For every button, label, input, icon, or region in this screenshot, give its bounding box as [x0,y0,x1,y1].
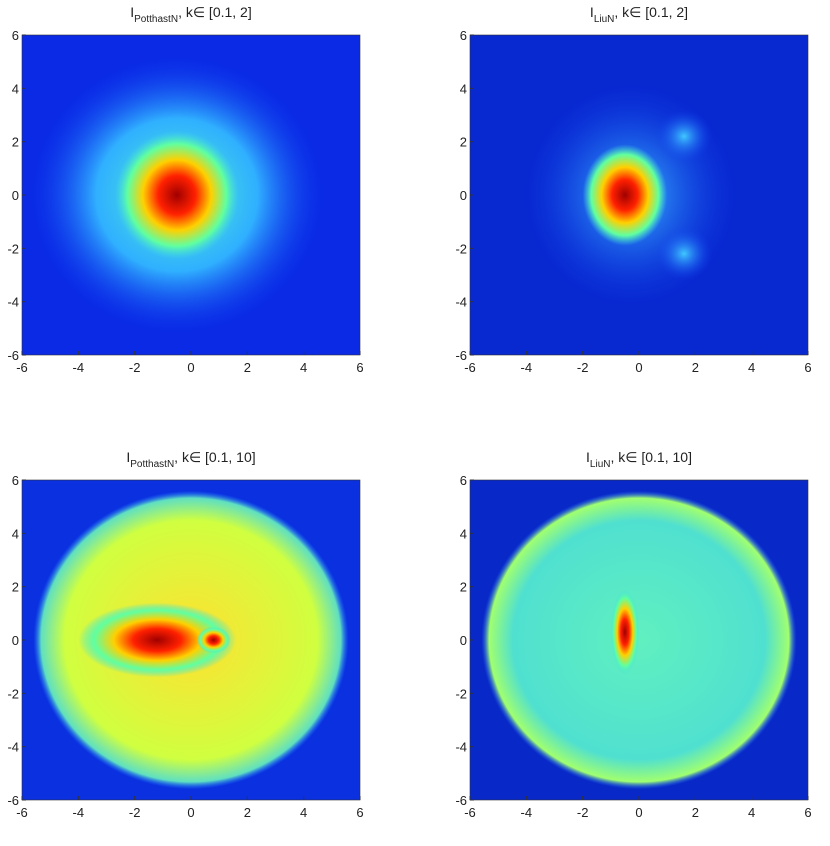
title-subscript: LiuN [594,14,615,25]
heatmap-region [610,589,640,675]
title-subscript: PotthastN [134,14,178,25]
y-tick-label: -4 [7,295,19,310]
panel: -6 -4 -2 0 2 4 6 -6 -4 -2 0 2 4 6 ILiuN, k∈ [0.1, 10] [455,449,811,820]
title-rest: , k∈ [0.1, 10] [174,449,255,465]
panel: -6 -4 -2 0 2 4 6 -6 -4 -2 0 2 4 6 ILiuN, k∈ [0.1, 2] [455,4,811,375]
x-tick-label: 4 [300,805,307,820]
x-tick-label: -4 [521,805,533,820]
heatmap-region [481,490,797,790]
panel: -6 -4 -2 0 2 4 6 -6 -4 -2 0 2 4 6 IPotthastN, k∈ [0.1,… [7,4,363,375]
y-tick-label: -4 [455,295,467,310]
x-tick-label: 4 [748,360,755,375]
x-tick-label: 0 [187,805,194,820]
x-tick-label: -4 [521,360,533,375]
x-tick-label: 4 [300,360,307,375]
x-tick-label: 6 [804,360,811,375]
y-tick-label: 2 [460,580,467,595]
y-tick-label: 2 [12,135,19,150]
title-rest: , k∈ [0.1, 2] [614,4,688,20]
title-rest: , k∈ [0.1, 10] [611,449,692,465]
y-tick-label: -6 [455,348,467,363]
title-subscript: PotthastN [130,459,174,470]
y-tick-label: 6 [12,473,19,488]
x-tick-label: 4 [748,805,755,820]
y-tick-label: 2 [460,135,467,150]
heatmap-image [22,35,360,355]
y-tick-label: -2 [7,686,19,701]
heatmap-region [655,109,713,163]
heatmap-region [582,144,668,246]
heatmap-region [78,602,237,678]
heatmap-image [470,35,808,355]
x-tick-label: 6 [356,360,363,375]
y-tick-label: 2 [12,580,19,595]
y-tick-label: -2 [455,241,467,256]
chart-title: ILiuN, k∈ [0.1, 10] [586,449,692,470]
x-tick-label: 2 [244,360,251,375]
y-tick-label: -2 [455,686,467,701]
x-tick-label: 6 [804,805,811,820]
x-tick-label: -2 [129,805,141,820]
title-rest: , k∈ [0.1, 2] [178,4,252,20]
y-tick-label: -6 [7,348,19,363]
chart-title: IPotthastN, k∈ [0.1, 10] [126,449,255,470]
chart-title: ILiuN, k∈ [0.1, 2] [590,4,688,25]
x-tick-label: 0 [187,360,194,375]
x-tick-label: 0 [635,360,642,375]
x-tick-label: -2 [129,360,141,375]
x-tick-label: -4 [73,360,85,375]
title-base: I [586,449,590,465]
y-tick-label: 4 [12,81,19,96]
y-tick-label: 0 [460,188,467,203]
y-tick-label: 4 [460,81,467,96]
y-tick-label: 6 [460,28,467,43]
y-tick-label: 0 [460,633,467,648]
title-base: I [590,4,594,20]
y-tick-label: 6 [12,28,19,43]
y-tick-label: 4 [460,526,467,541]
heatmap-region [114,131,239,259]
x-tick-label: 2 [692,805,699,820]
y-tick-label: 0 [12,633,19,648]
y-tick-label: -6 [455,793,467,808]
title-subscript: LiuN [590,459,611,470]
x-tick-label: -6 [464,805,476,820]
x-tick-label: -2 [577,805,589,820]
x-tick-label: -2 [577,360,589,375]
x-tick-label: -6 [464,360,476,375]
y-tick-label: -6 [7,793,19,808]
y-tick-label: 0 [12,188,19,203]
panel: -6 -4 -2 0 2 4 6 -6 -4 -2 0 2 4 6 IPotthastN, k∈ [0.1,… [7,449,363,820]
heatmap-region [196,626,231,654]
y-tick-label: -4 [7,740,19,755]
x-tick-label: 0 [635,805,642,820]
x-tick-label: 2 [244,805,251,820]
y-tick-label: -4 [455,740,467,755]
x-tick-label: 6 [356,805,363,820]
y-tick-label: 6 [460,473,467,488]
y-tick-label: 4 [12,526,19,541]
x-tick-label: -4 [73,805,85,820]
title-base: I [130,4,134,20]
heatmap-image [470,480,808,800]
x-tick-label: 2 [692,360,699,375]
heatmap-region [655,227,713,281]
heatmap-image [22,480,360,800]
chart-title: IPotthastN, k∈ [0.1, 2] [130,4,251,25]
x-tick-label: -6 [16,805,28,820]
x-tick-label: -6 [16,360,28,375]
y-tick-label: -2 [7,241,19,256]
title-base: I [126,449,130,465]
